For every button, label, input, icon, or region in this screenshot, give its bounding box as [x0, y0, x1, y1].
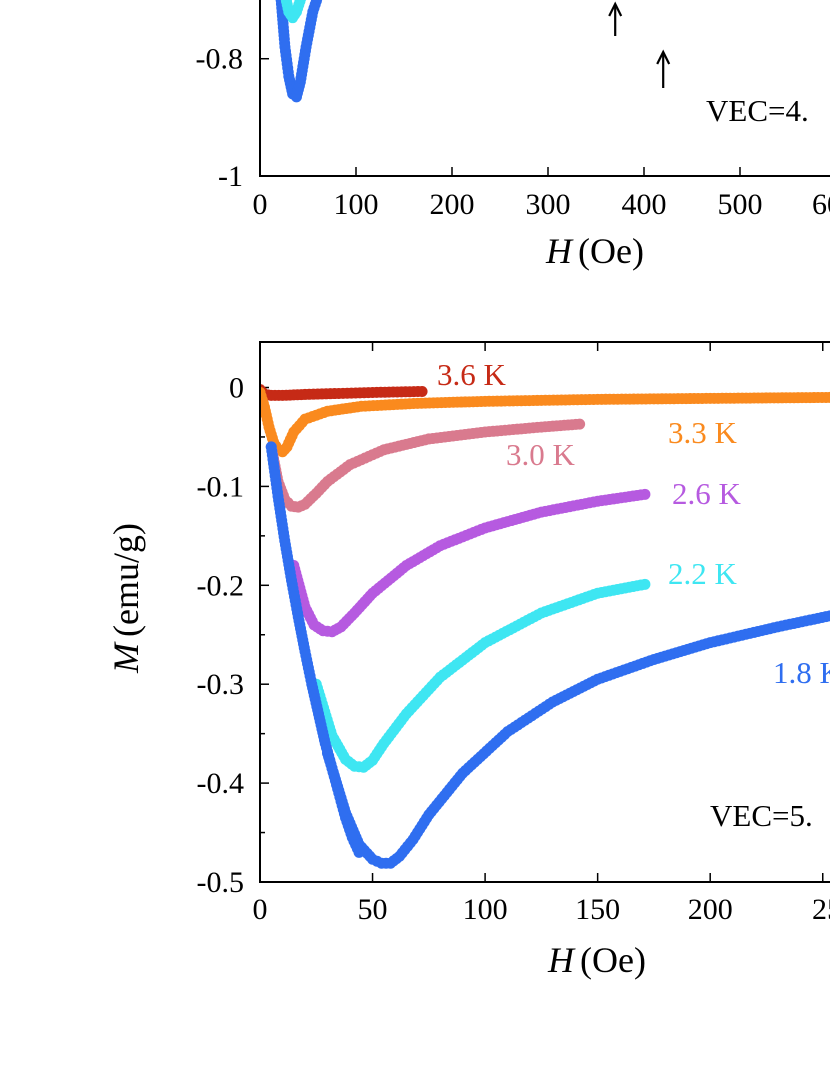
- y-tick-label: -0.3: [197, 668, 245, 701]
- bottom-ticks: [259, 342, 824, 883]
- field-arrow-head: [656, 49, 671, 65]
- series-3-6-K: [261, 384, 428, 401]
- top-x-tick-labels: 0 100 200 300 400 500 60: [253, 188, 830, 221]
- x-tick-label: 0: [253, 188, 268, 221]
- x-tick-label: 150: [575, 893, 620, 926]
- data-point: [574, 418, 586, 430]
- data-point: [312, 0, 323, 3]
- top-ticks: [259, 57, 741, 177]
- x-tick-label: 400: [622, 188, 667, 221]
- top-panel: 0 100 200 300 400 500 60 -0.8 -1 VEC=4. H(Oe): [196, 0, 830, 271]
- x-tick-label: 100: [463, 893, 508, 926]
- series-unlabeled-1: [280, 0, 307, 24]
- data-point: [296, 0, 307, 4]
- data-point: [353, 846, 365, 858]
- series-label-3-3k: 3.3 K: [668, 415, 738, 450]
- bottom-y-tick-labels: 0 -0.1 -0.2 -0.3 -0.4 -0.5: [197, 372, 245, 899]
- y-tick-label: -0.5: [197, 866, 245, 899]
- bottom-vec-annotation: VEC=5.: [710, 798, 813, 833]
- data-point: [639, 488, 651, 500]
- y-tick-label: -0.8: [196, 43, 244, 76]
- x-tick-label: 25: [812, 893, 830, 926]
- series-3-3-K: [261, 387, 830, 458]
- x-tick-label: 300: [526, 188, 571, 221]
- bottom-x-tick-labels: 0 50 100 150 200 25: [253, 893, 830, 926]
- series-label-1-8k: 1.8 K: [773, 655, 830, 690]
- series-2-2-K: [310, 578, 651, 773]
- x-tick-label: 100: [334, 188, 379, 221]
- data-point: [824, 610, 830, 622]
- y-tick-label: 0: [229, 372, 244, 405]
- x-tick-label: 60: [812, 188, 830, 221]
- x-tick-label: 0: [253, 893, 268, 926]
- field-arrow-head: [608, 1, 623, 17]
- y-tick-label: -0.1: [197, 470, 245, 503]
- series-label-2-2k: 2.2 K: [668, 556, 738, 591]
- data-point: [639, 578, 651, 590]
- series-label-3-6k: 3.6 K: [437, 357, 507, 392]
- top-x-axis-title: H (Oe): [545, 231, 644, 271]
- bottom-y-axis-unit: (emu/g): [106, 523, 146, 637]
- x-tick-label: 50: [358, 893, 388, 926]
- series-label-3-0k: 3.0 K: [506, 437, 576, 472]
- top-x-axis-var: H: [545, 231, 574, 271]
- bottom-panel: 0 50 100 150 200 25 0 -0.1 -0.2 -0.3 -0.4 -0.5 3.6…: [106, 341, 830, 980]
- y-tick-label: -0.2: [197, 569, 245, 602]
- top-axes-frame: [259, 0, 830, 177]
- bottom-x-axis-unit: (Oe): [580, 940, 646, 980]
- series-label-2-6k: 2.6 K: [672, 476, 742, 511]
- top-vec-annotation: VEC=4.: [706, 93, 809, 128]
- y-tick-label: -0.4: [197, 767, 245, 800]
- data-point: [416, 385, 428, 397]
- x-tick-label: 500: [718, 188, 763, 221]
- bottom-x-axis-var: H: [547, 940, 576, 980]
- bottom-x-axis-title: H (Oe): [547, 940, 646, 980]
- top-series-group: [275, 0, 323, 103]
- bottom-y-axis-title: M (emu/g): [106, 523, 146, 674]
- x-tick-label: 200: [688, 893, 733, 926]
- series-2-6-K: [288, 488, 651, 638]
- x-tick-label: 200: [430, 188, 475, 221]
- top-arrows: [608, 1, 671, 88]
- top-y-tick-labels: -0.8 -1: [196, 43, 244, 193]
- bottom-series-group: [261, 384, 830, 869]
- series-unlabeled-0: [275, 0, 323, 103]
- series-unlabeled-6: [265, 441, 365, 858]
- bottom-axes-frame: [259, 341, 830, 883]
- series-1-8-K: [322, 610, 830, 869]
- y-tick-label: -1: [218, 160, 243, 193]
- data-point: [824, 391, 830, 403]
- top-x-axis-unit: (Oe): [578, 231, 644, 271]
- bottom-y-axis-var: M: [106, 641, 146, 674]
